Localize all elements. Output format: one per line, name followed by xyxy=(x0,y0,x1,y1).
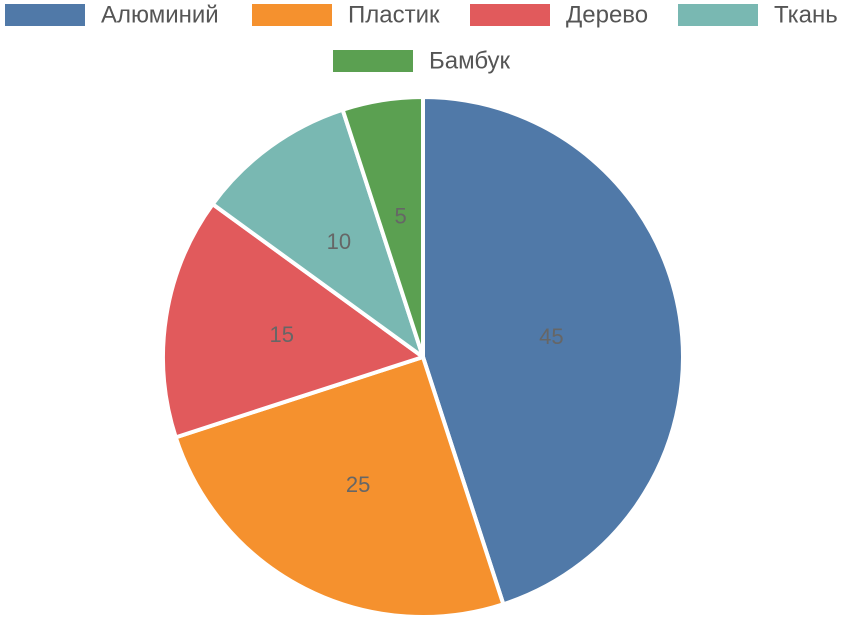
legend-swatch xyxy=(5,4,85,26)
pie-slice-3 xyxy=(161,202,425,440)
legend-label: Алюминий xyxy=(101,2,219,29)
legend-item: Пластик xyxy=(252,2,440,29)
legend-label: Дерево xyxy=(566,2,648,29)
slice-value-label: 45 xyxy=(539,324,563,349)
legend-swatch xyxy=(333,50,413,72)
slice-value-label: 5 xyxy=(394,203,406,228)
slice-value-label: 25 xyxy=(346,472,370,497)
legend-item: Бамбук xyxy=(333,48,511,75)
pie-slice-4 xyxy=(210,107,425,359)
pie-slice-1 xyxy=(421,95,685,607)
slice-value-label: 15 xyxy=(270,322,294,347)
legend-item: Ткань xyxy=(678,2,838,29)
chart-legend: Алюминий Пластик Дерево Ткань Бамбук xyxy=(5,2,838,75)
legend-swatch xyxy=(252,4,332,26)
slice-value-label: 10 xyxy=(327,229,351,254)
legend-swatch xyxy=(470,4,550,26)
pie-slice-2 xyxy=(173,355,506,619)
pie-slices xyxy=(161,95,685,619)
legend-label: Ткань xyxy=(774,2,838,29)
legend-swatch xyxy=(678,4,758,26)
pie-slice-labels: 45 25 15 10 5 xyxy=(270,203,564,497)
legend-label: Бамбук xyxy=(429,48,511,75)
legend-label: Пластик xyxy=(348,2,440,29)
legend-item: Алюминий xyxy=(5,2,219,29)
legend-item: Дерево xyxy=(470,2,648,29)
pie-slice-5 xyxy=(340,95,425,359)
